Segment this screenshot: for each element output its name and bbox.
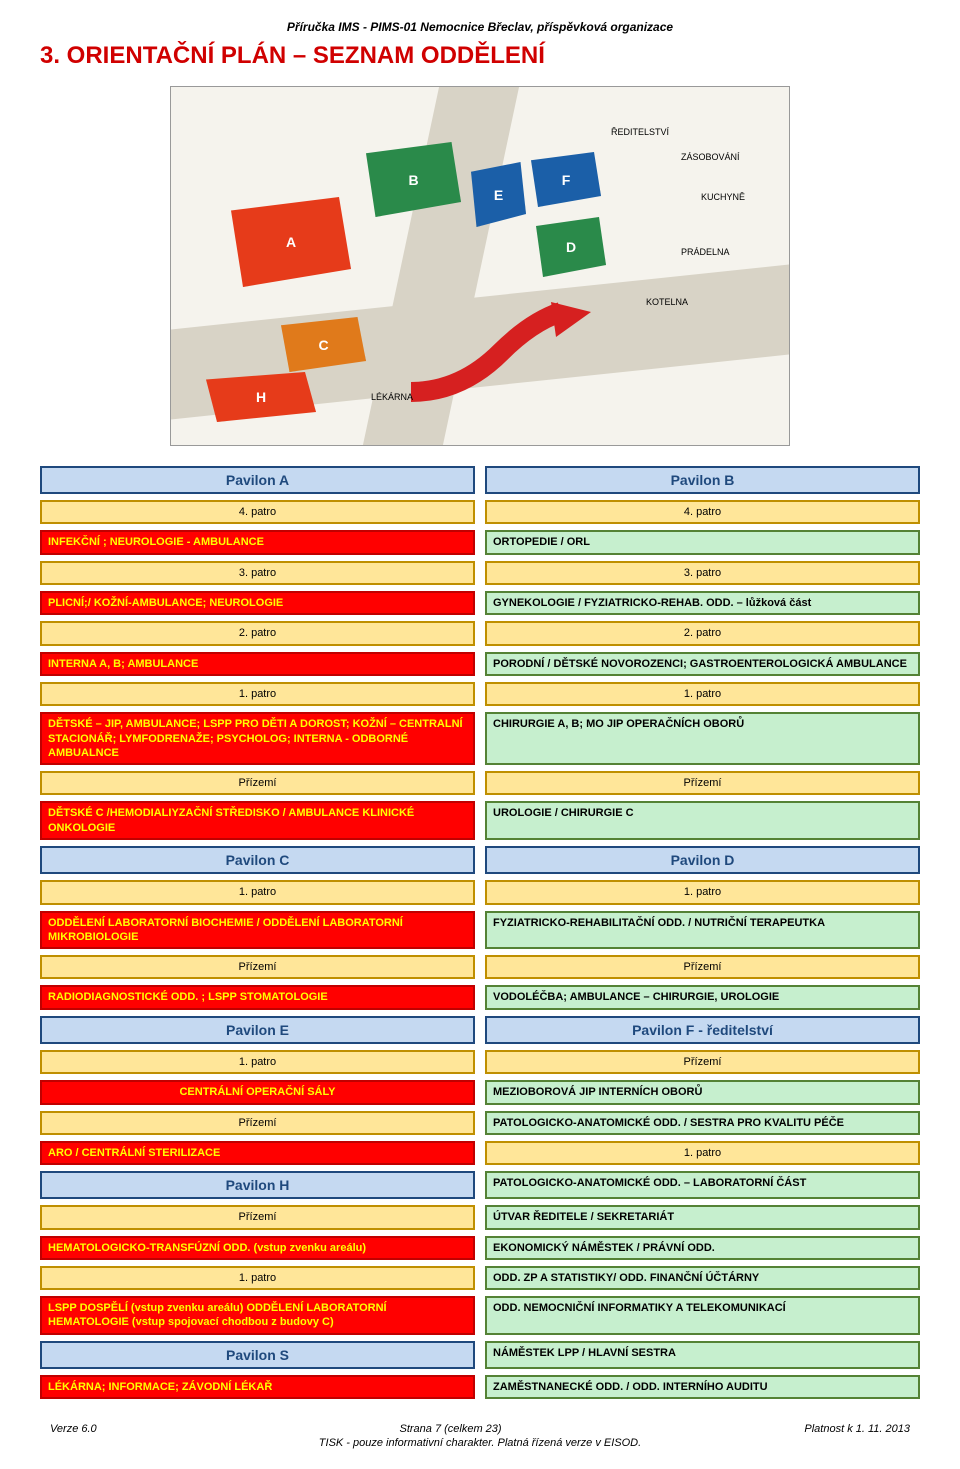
map-label: ZÁSOBOVÁNÍ: [681, 152, 740, 162]
department-cell: HEMATOLOGICKO-TRANSFÚZNÍ ODD. (vstup zve…: [40, 1236, 475, 1260]
footer-date: Platnost k 1. 11. 2013: [804, 1423, 910, 1435]
floor-label: Přízemí: [40, 771, 475, 795]
department-cell: MEZIOBOROVÁ JIP INTERNÍCH OBORŮ: [485, 1080, 920, 1104]
map-label: ŘEDITELSTVÍ: [611, 127, 669, 137]
department-cell: VODOLÉČBA; AMBULANCE – CHIRURGIE, UROLOG…: [485, 985, 920, 1009]
department-cell: FYZIATRICKO-REHABILITAČNÍ ODD. / NUTRIČN…: [485, 911, 920, 950]
department-cell: ARO / CENTRÁLNÍ STERILIZACE: [40, 1141, 475, 1165]
floor-label: 3. patro: [40, 561, 475, 585]
page-title: 3. ORIENTAČNÍ PLÁN – SEZNAM ODDĚLENÍ: [40, 42, 920, 70]
floor-label: 1. patro: [40, 1050, 475, 1074]
department-cell: INFEKČNÍ ; NEUROLOGIE - AMBULANCE: [40, 530, 475, 554]
floor-label: 4. patro: [485, 500, 920, 524]
department-cell: CENTRÁLNÍ OPERAČNÍ SÁLY: [40, 1080, 475, 1104]
department-cell: ODDĚLENÍ LABORATORNÍ BIOCHEMIE / ODDĚLEN…: [40, 911, 475, 950]
map-label: KUCHYNĚ: [701, 192, 745, 202]
map-label: LÉKÁRNA: [371, 392, 413, 402]
pavilion-header: Pavilon S: [40, 1341, 475, 1369]
doc-header: Příručka IMS - PIMS-01 Nemocnice Břeclav…: [40, 20, 920, 34]
pavilion-header: Pavilon B: [485, 466, 920, 494]
floor-label: 2. patro: [40, 621, 475, 645]
pavilion-header: Pavilon D: [485, 846, 920, 874]
pavilion-header: Pavilon F - ředitelství: [485, 1016, 920, 1044]
orientation-map: ABCEFDHŘEDITELSTVÍZÁSOBOVÁNÍKUCHYNĚPRÁDE…: [170, 86, 790, 446]
pavilion-header: Pavilon E: [40, 1016, 475, 1044]
floor-label: 2. patro: [485, 621, 920, 645]
pavilion-header: Pavilon C: [40, 846, 475, 874]
floor-label: Přízemí: [485, 955, 920, 979]
pavilion-header: Pavilon H: [40, 1171, 475, 1199]
floor-label: 1. patro: [485, 682, 920, 706]
floor-label: 1. patro: [485, 1141, 920, 1165]
floor-label: 1. patro: [485, 880, 920, 904]
department-cell: LSPP DOSPĚLÍ (vstup zvenku areálu) ODDĚL…: [40, 1296, 475, 1335]
department-cell: PORODNÍ / DĚTSKÉ NOVOROZENCI; GASTROENTE…: [485, 652, 920, 676]
footer-row: Verze 6.0 Strana 7 (celkem 23) Platnost …: [40, 1423, 920, 1435]
department-cell: GYNEKOLOGIE / FYZIATRICKO-REHAB. ODD. – …: [485, 591, 920, 615]
department-cell: EKONOMICKÝ NÁMĚSTEK / PRÁVNÍ ODD.: [485, 1236, 920, 1260]
department-grid: Pavilon A Pavilon B 4. patro 4. patro INFEKČ…: [40, 466, 920, 1399]
department-cell: NÁMĚSTEK LPP / HLAVNÍ SESTRA: [485, 1341, 920, 1369]
floor-label: 3. patro: [485, 561, 920, 585]
department-cell: ODD. NEMOCNIČNÍ INFORMATIKY A TELEKOMUNI…: [485, 1296, 920, 1335]
map-block-d: D: [536, 217, 606, 277]
department-cell: ODD. ZP A STATISTIKY/ ODD. FINANČNÍ ÚČTÁ…: [485, 1266, 920, 1290]
department-cell: PATOLOGICKO-ANATOMICKÉ ODD. – LABORATORN…: [485, 1171, 920, 1199]
floor-label: 1. patro: [40, 1266, 475, 1290]
department-cell: CHIRURGIE A, B; MO JIP OPERAČNÍCH OBORŮ: [485, 712, 920, 765]
map-block-h: H: [206, 372, 316, 422]
floor-label: 1. patro: [40, 880, 475, 904]
map-label: PRÁDELNA: [681, 247, 730, 257]
floor-label: Přízemí: [485, 771, 920, 795]
department-cell: ÚTVAR ŘEDITELE / SEKRETARIÁT: [485, 1205, 920, 1229]
department-cell: ORTOPEDIE / ORL: [485, 530, 920, 554]
map-block-e: E: [471, 162, 526, 227]
floor-label: Přízemí: [40, 955, 475, 979]
department-cell: RADIODIAGNOSTICKÉ ODD. ; LSPP STOMATOLOG…: [40, 985, 475, 1009]
floor-label: Přízemí: [485, 1050, 920, 1074]
footer-page: Strana 7 (celkem 23): [399, 1423, 501, 1435]
department-cell: UROLOGIE / CHIRURGIE C: [485, 801, 920, 840]
department-cell: DĚTSKÉ C /HEMODIALIYZAČNÍ STŘEDISKO / AM…: [40, 801, 475, 840]
pavilion-header: Pavilon A: [40, 466, 475, 494]
floor-label: 4. patro: [40, 500, 475, 524]
floor-label: Přízemí: [40, 1111, 475, 1135]
department-cell: PLICNÍ;/ KOŽNÍ-AMBULANCE; NEUROLOGIE: [40, 591, 475, 615]
department-cell: LÉKÁRNA; INFORMACE; ZÁVODNÍ LÉKAŘ: [40, 1375, 475, 1399]
map-block-f: F: [531, 152, 601, 207]
department-cell: PATOLOGICKO-ANATOMICKÉ ODD. / SESTRA PRO…: [485, 1111, 920, 1135]
map-label: KOTELNA: [646, 297, 688, 307]
map-block-a: A: [231, 197, 351, 287]
footer-note: TISK - pouze informativní charakter. Pla…: [40, 1437, 920, 1449]
floor-label: Přízemí: [40, 1205, 475, 1229]
department-cell: DĚTSKÉ – JIP, AMBULANCE; LSPP PRO DĚTI A…: [40, 712, 475, 765]
floor-label: 1. patro: [40, 682, 475, 706]
footer-version: Verze 6.0: [50, 1423, 97, 1435]
department-cell: INTERNA A, B; AMBULANCE: [40, 652, 475, 676]
department-cell: ZAMĚSTNANECKÉ ODD. / ODD. INTERNÍHO AUDI…: [485, 1375, 920, 1399]
